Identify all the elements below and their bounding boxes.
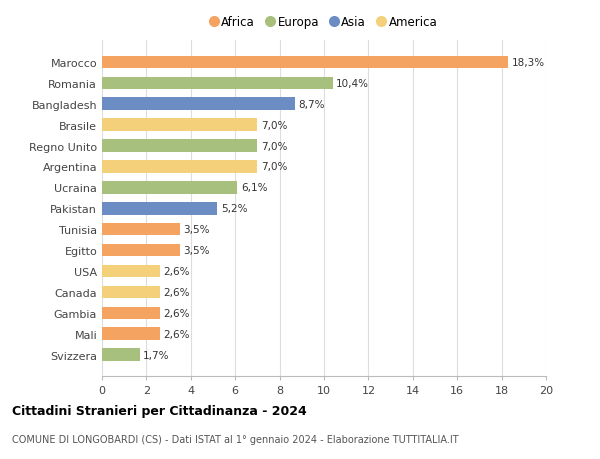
Text: 2,6%: 2,6% xyxy=(163,308,190,318)
Text: 7,0%: 7,0% xyxy=(261,120,287,130)
Bar xyxy=(102,244,180,257)
Text: 2,6%: 2,6% xyxy=(163,329,190,339)
Bar xyxy=(102,349,140,361)
Bar xyxy=(102,307,160,319)
Bar xyxy=(102,328,160,340)
Legend: Africa, Europa, Asia, America: Africa, Europa, Asia, America xyxy=(208,14,440,31)
Text: 7,0%: 7,0% xyxy=(261,162,287,172)
Bar xyxy=(102,119,257,132)
Bar xyxy=(102,140,257,152)
Text: Cittadini Stranieri per Cittadinanza - 2024: Cittadini Stranieri per Cittadinanza - 2… xyxy=(12,404,307,417)
Text: 3,5%: 3,5% xyxy=(183,225,209,235)
Text: 18,3%: 18,3% xyxy=(512,58,545,68)
Text: 2,6%: 2,6% xyxy=(163,266,190,276)
Bar xyxy=(102,161,257,174)
Bar xyxy=(102,286,160,298)
Bar xyxy=(102,56,508,69)
Text: 10,4%: 10,4% xyxy=(336,78,369,89)
Text: 2,6%: 2,6% xyxy=(163,287,190,297)
Bar xyxy=(102,265,160,278)
Bar xyxy=(102,224,180,236)
Text: 5,2%: 5,2% xyxy=(221,204,247,214)
Bar xyxy=(102,78,333,90)
Text: 7,0%: 7,0% xyxy=(261,141,287,151)
Text: 6,1%: 6,1% xyxy=(241,183,267,193)
Bar xyxy=(102,202,217,215)
Text: 8,7%: 8,7% xyxy=(298,100,325,110)
Text: 1,7%: 1,7% xyxy=(143,350,170,360)
Text: 3,5%: 3,5% xyxy=(183,246,209,256)
Text: COMUNE DI LONGOBARDI (CS) - Dati ISTAT al 1° gennaio 2024 - Elaborazione TUTTITA: COMUNE DI LONGOBARDI (CS) - Dati ISTAT a… xyxy=(12,434,458,444)
Bar xyxy=(102,98,295,111)
Bar xyxy=(102,182,238,194)
